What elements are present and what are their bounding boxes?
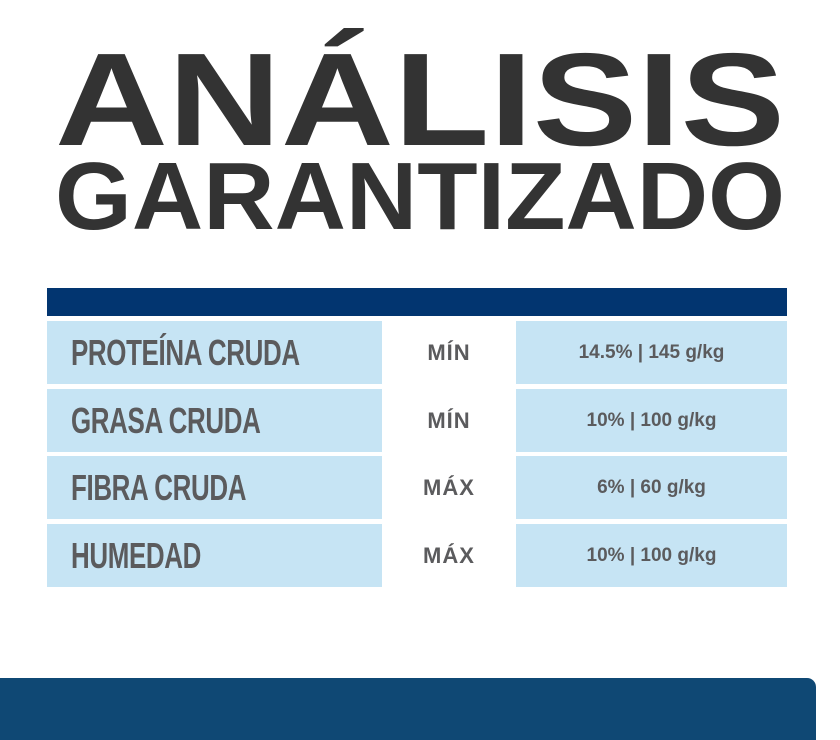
qualifier-label: MÍN: [427, 407, 471, 433]
value-cell: 6% | 60 g/kg: [516, 456, 787, 519]
page-title: ANÁLISIS GARANTIZADO: [55, 26, 785, 240]
bottom-panel: [0, 678, 816, 740]
nutrient-cell: HUMEDAD: [47, 524, 382, 587]
nutrient-label: PROTEÍNA CRUDA: [71, 331, 300, 373]
value-label: 6% | 60 g/kg: [597, 476, 706, 498]
value-cell: 10% | 100 g/kg: [516, 524, 787, 587]
qualifier-label: MÁX: [423, 542, 475, 568]
nutrient-label: HUMEDAD: [71, 534, 201, 576]
title-line-2: GARANTIZADO: [55, 143, 785, 240]
qualifier-cell: MÍN: [382, 321, 516, 384]
value-cell: 10% | 100 g/kg: [516, 389, 787, 452]
nutrient-cell: GRASA CRUDA: [47, 389, 382, 452]
value-label: 10% | 100 g/kg: [586, 544, 717, 566]
table-header-bar: [47, 288, 787, 316]
qualifier-cell: MÁX: [382, 456, 516, 519]
qualifier-cell: MÍN: [382, 389, 516, 452]
title-line-1: ANÁLISIS: [55, 26, 785, 173]
value-cell: 14.5% | 145 g/kg: [516, 321, 787, 384]
nutrient-label: GRASA CRUDA: [71, 399, 261, 441]
qualifier-label: MÍN: [427, 339, 471, 365]
value-label: 10% | 100 g/kg: [586, 409, 717, 431]
qualifier-label: MÁX: [423, 474, 475, 500]
nutrient-label: FIBRA CRUDA: [71, 466, 247, 508]
value-label: 14.5% | 145 g/kg: [578, 341, 725, 363]
nutrient-cell: PROTEÍNA CRUDA: [47, 321, 382, 384]
nutrient-cell: FIBRA CRUDA: [47, 456, 382, 519]
qualifier-cell: MÁX: [382, 524, 516, 587]
